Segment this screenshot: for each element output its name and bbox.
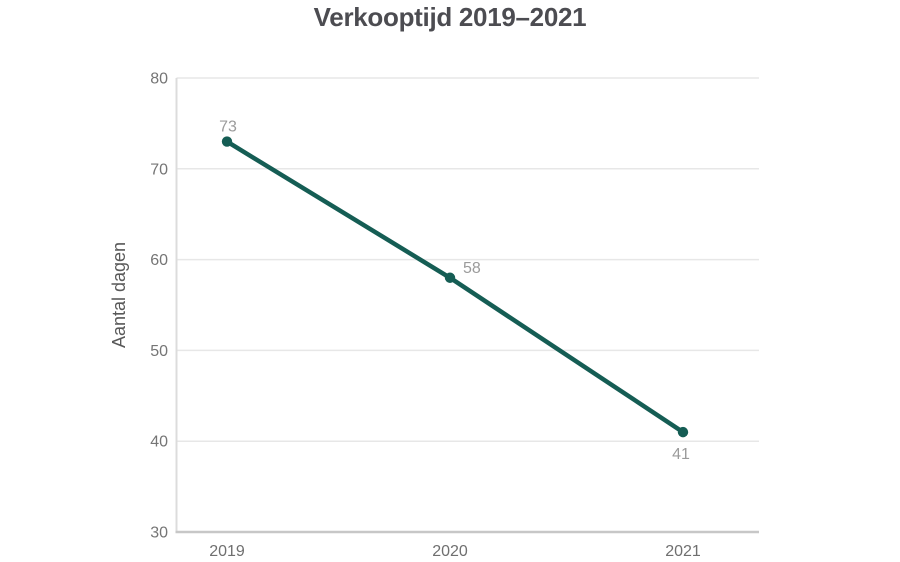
chart-title: Verkooptijd 2019–2021	[313, 2, 587, 32]
data-point-marker	[221, 136, 233, 147]
y-tick-label: 80	[150, 71, 168, 88]
data-point-marker	[444, 272, 456, 283]
y-axis-title: Aantal dagen	[109, 242, 129, 348]
x-tick-label: 2021	[665, 543, 701, 560]
data-point-label: 41	[672, 446, 690, 463]
data-point-marker	[677, 426, 689, 438]
data-point-label: 73	[219, 119, 237, 136]
series-line	[224, 139, 686, 435]
x-tick-label: 2020	[432, 543, 468, 560]
data-point-label: 58	[463, 260, 481, 277]
y-tick-label: 70	[150, 161, 168, 178]
y-tick-label: 40	[150, 434, 168, 451]
y-tick-label: 50	[150, 343, 168, 360]
y-tick-label: 60	[150, 252, 168, 269]
y-tick-label: 30	[150, 525, 168, 542]
x-tick-label: 2019	[209, 543, 245, 560]
